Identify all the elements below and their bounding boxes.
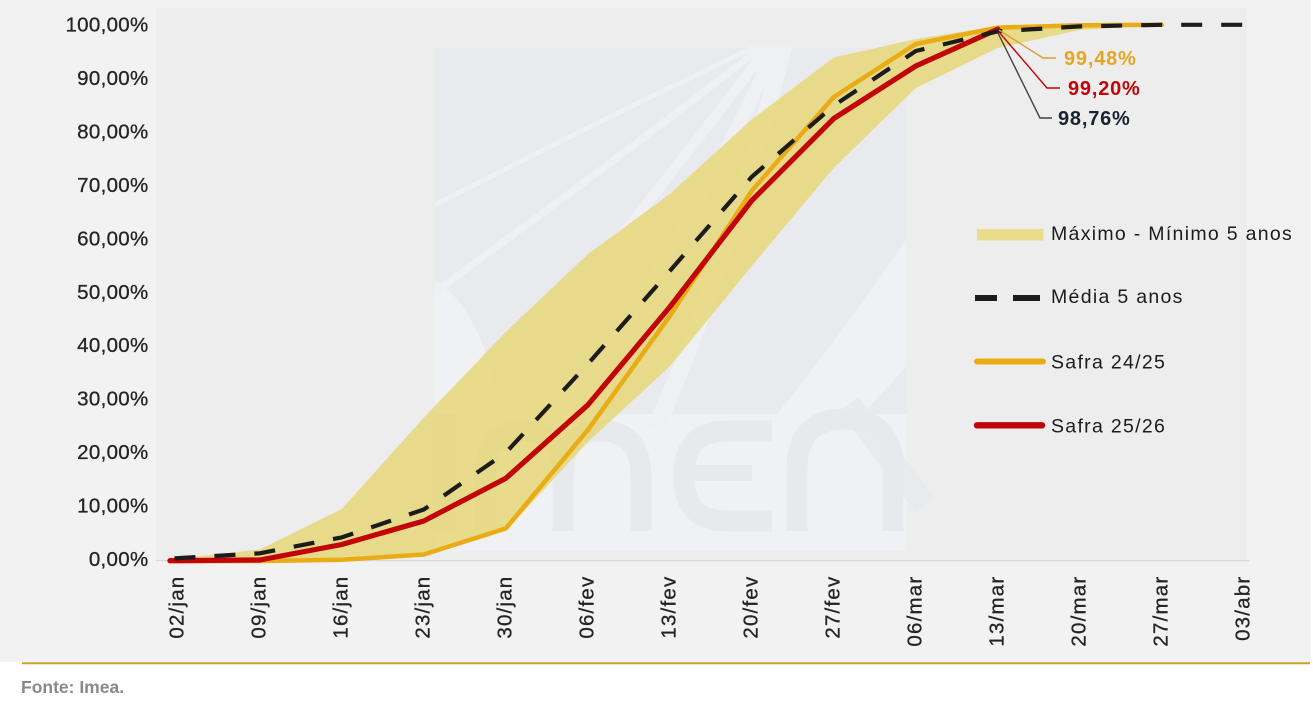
svg-text:02/jan: 02/jan [166,576,189,639]
svg-text:70,00%: 70,00% [77,174,148,197]
svg-text:03/abr: 03/abr [1232,576,1255,641]
svg-text:27/fev: 27/fev [822,576,845,639]
svg-text:13/mar: 13/mar [986,576,1009,647]
svg-text:0,00%: 0,00% [89,548,149,571]
svg-text:40,00%: 40,00% [77,334,148,357]
svg-text:10,00%: 10,00% [77,495,148,518]
svg-text:100,00%: 100,00% [65,14,148,37]
svg-text:60,00%: 60,00% [77,227,148,250]
svg-text:09/jan: 09/jan [248,576,271,639]
svg-text:Safra 25/26: Safra 25/26 [1051,415,1166,437]
svg-text:50,00%: 50,00% [77,281,148,304]
svg-text:99,48%: 99,48% [1064,48,1137,70]
svg-text:80,00%: 80,00% [77,121,148,144]
svg-text:30,00%: 30,00% [77,388,148,411]
svg-text:27/mar: 27/mar [1150,576,1173,647]
svg-text:99,20%: 99,20% [1068,78,1141,100]
svg-text:Média 5 anos: Média 5 anos [1051,286,1184,308]
svg-text:Máximo - Mínimo 5 anos: Máximo - Mínimo 5 anos [1051,223,1293,245]
svg-text:13/fev: 13/fev [658,576,681,639]
svg-text:Safra 24/25: Safra 24/25 [1051,352,1166,374]
svg-text:23/jan: 23/jan [412,576,435,639]
svg-text:20/mar: 20/mar [1068,576,1091,647]
svg-text:98,76%: 98,76% [1058,108,1131,130]
svg-text:30/jan: 30/jan [494,576,517,639]
svg-text:90,00%: 90,00% [77,67,148,90]
svg-text:20,00%: 20,00% [77,441,148,464]
svg-text:16/jan: 16/jan [330,576,353,639]
svg-text:Fonte: Imea.: Fonte: Imea. [21,677,124,697]
svg-text:20/fev: 20/fev [740,576,763,639]
svg-text:06/mar: 06/mar [904,576,927,647]
svg-text:06/fev: 06/fev [576,576,599,639]
